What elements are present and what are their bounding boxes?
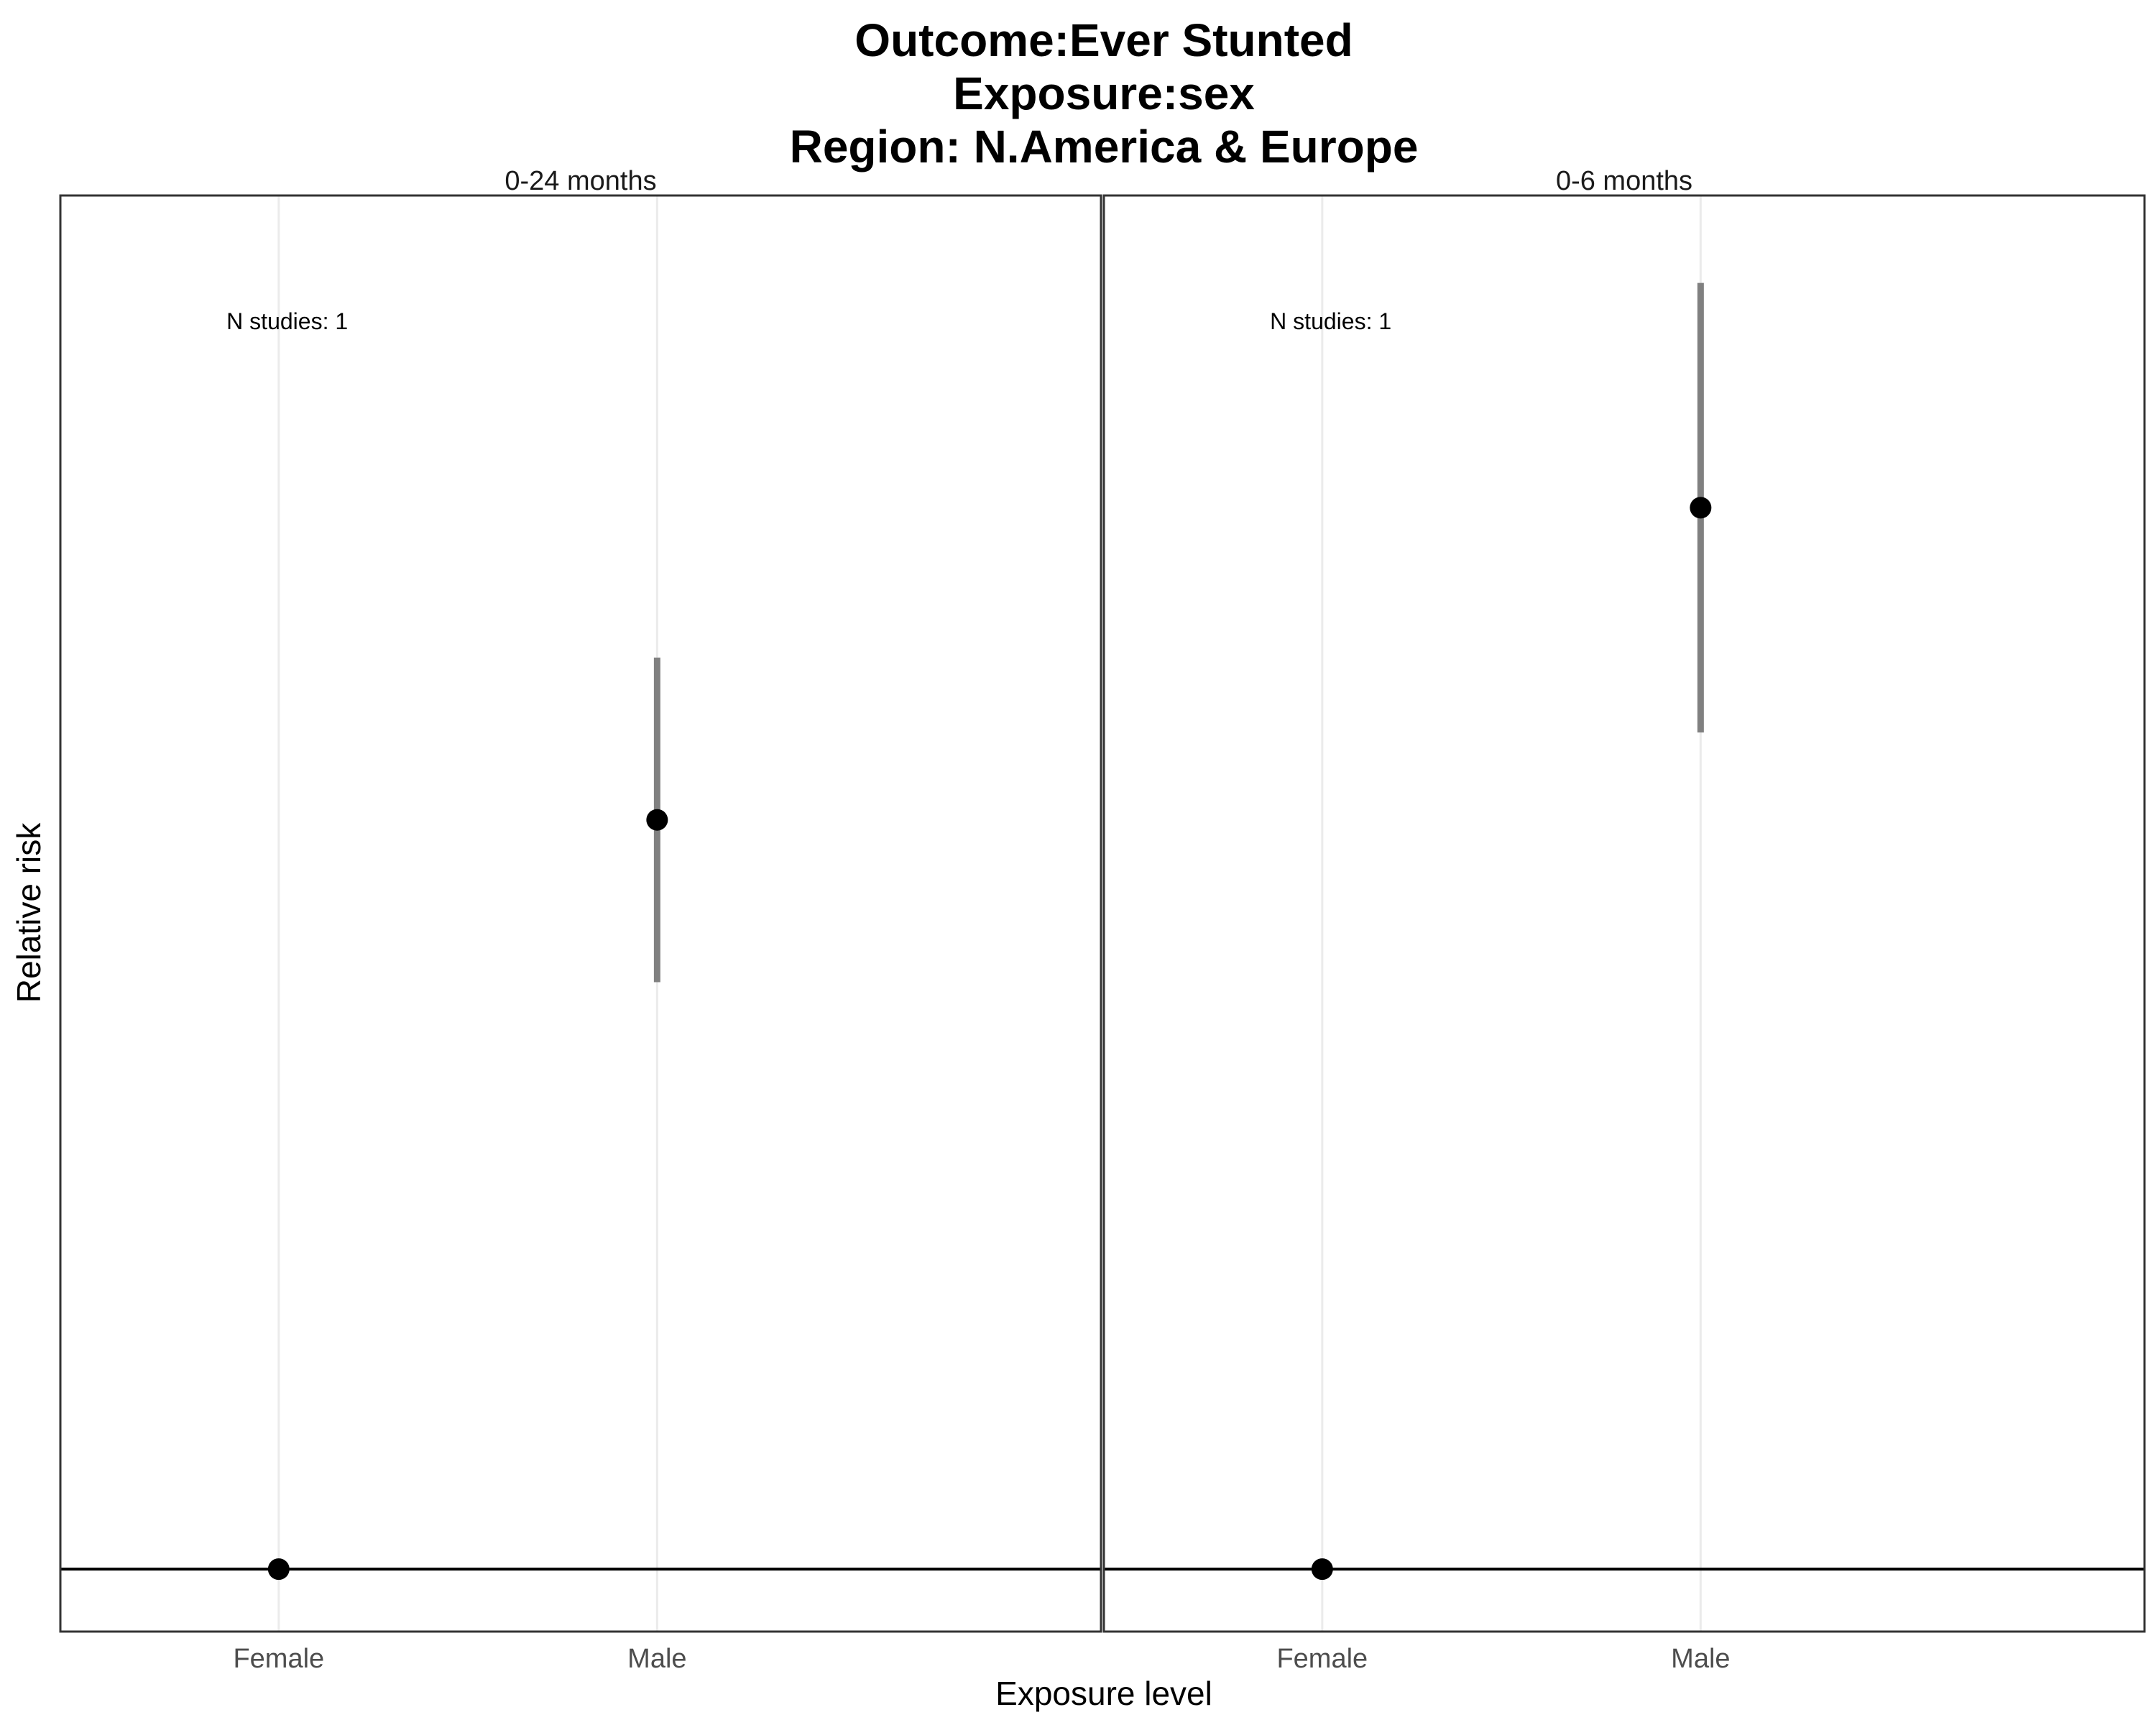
point-female [267, 1558, 290, 1581]
x-axis-title: Exposure level [995, 1675, 1212, 1712]
y-axis-title: Relative risk [10, 822, 47, 1003]
chart-title-line-1: Outcome:Ever Stunted [854, 14, 1353, 66]
n-studies-annotation: N studies: 1 [1270, 308, 1391, 334]
chart-title-line-2: Exposure:sex [953, 68, 1255, 119]
x-tick-label-male: Male [627, 1644, 686, 1674]
panel-border [59, 194, 1102, 1633]
x-tick-label-female: Female [233, 1644, 324, 1674]
panel-label: 0-6 months [1556, 166, 1692, 196]
panel-2: 0-6 months N studies: 1 Female Male [1102, 166, 2146, 1674]
x-tick-label-female: Female [1276, 1644, 1368, 1674]
n-studies-annotation: N studies: 1 [226, 308, 348, 334]
point-male [1690, 497, 1712, 519]
chart-title-line-3: Region: N.America & Europe [790, 121, 1419, 172]
panel-label: 0-24 months [505, 166, 656, 196]
point-female [1311, 1558, 1333, 1581]
panel-1: 0-24 months N studies: 1 Female Male [59, 166, 1102, 1674]
x-tick-label-male: Male [1671, 1644, 1730, 1674]
panel-border [1102, 194, 2146, 1633]
point-male [646, 809, 668, 831]
